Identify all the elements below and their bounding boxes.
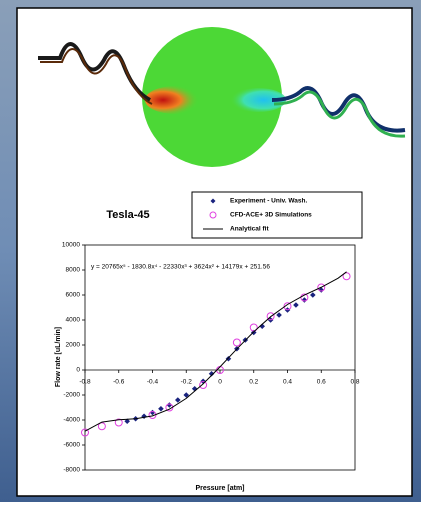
x-tick-label: -0.4 [147,379,159,386]
x-axis-title: Pressure [atm] [195,485,244,492]
y-tick-label: 10000 [62,242,80,249]
x-tick-label: -0.8 [79,379,91,386]
annotation: y = 20765x⁵ - 1830.8x⁴ - 22330x³ + 3624x… [91,264,270,271]
pressure-high [145,86,205,114]
y-tick-label: -2000 [63,392,80,399]
y-tick-label: 6000 [66,292,81,299]
y-tick-label: -6000 [63,442,80,449]
legend-label: CFD-ACE+ 3D Simulations [230,212,312,219]
x-tick-label: 0.6 [317,379,326,386]
y-tick-label: -4000 [63,417,80,424]
x-tick-label: 0.8 [350,379,359,386]
x-tick-label: 0 [218,379,222,386]
y-tick-label: -8000 [63,467,80,474]
y-axis-title: Flow rate [uL/min] [55,327,62,387]
slide: Tesla-45 y = 20765x⁵ - 1830.8x⁴ - 22330x… [0,0,421,502]
legend-label: Analytical fit [230,226,269,233]
x-tick-label: 0.2 [249,379,258,386]
page: {"chart_data": { "type": "scatter", "tit… [0,0,421,502]
y-tick-label: 4000 [66,317,81,324]
y-tick-label: 8000 [66,267,81,274]
y-tick-label: 2000 [66,342,81,349]
x-tick-label: -0.6 [113,379,125,386]
legend-label: Experiment - Univ. Wash. [230,198,307,205]
x-tick-label: -0.2 [181,379,193,386]
y-tick-label: 0 [76,367,80,374]
x-tick-label: 0.4 [283,379,292,386]
chart-title: Tesla-45 [106,209,149,221]
